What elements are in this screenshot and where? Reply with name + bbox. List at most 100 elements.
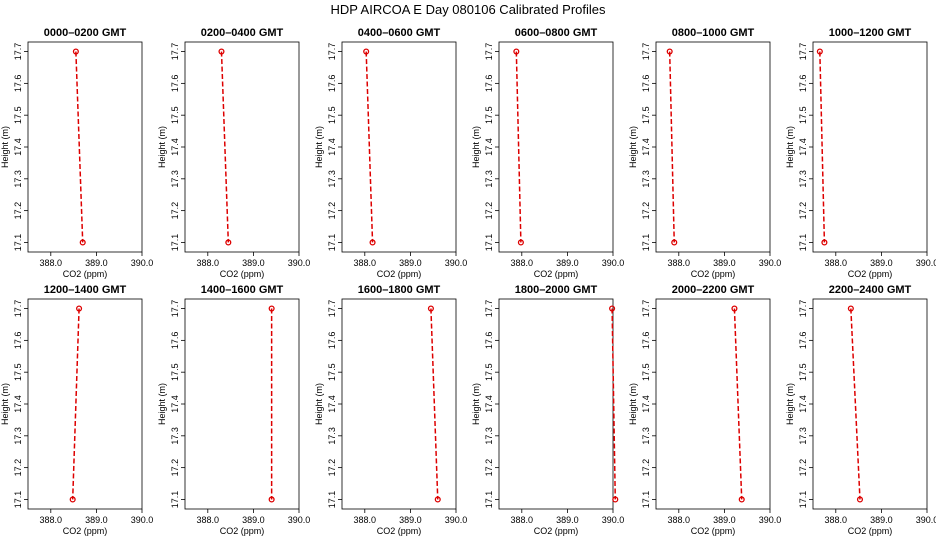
y-tick-label: 17.5 [327,106,337,124]
y-axis-label: Height (m) [314,383,324,425]
y-axis-label: Height (m) [785,126,795,168]
plot-frame [184,298,300,510]
x-axis-label: CO2 (ppm) [848,269,893,279]
x-tick-label: 390.0 [131,258,154,268]
data-point [427,305,434,312]
y-tick-label: 17.6 [13,332,23,350]
x-tick-label: 388.0 [825,515,848,525]
y-tick-label: 17.7 [327,43,337,61]
x-tick-label: 389.0 [85,258,108,268]
plot-frame [184,41,300,253]
profile-panel: 2000–2200 GMT 388.0 389.0 390.0 17.1 17.2 17.3… [628,284,781,536]
x-axis-label: CO2 (ppm) [848,526,893,536]
y-tick-label: 17.1 [641,234,651,252]
panel-title: 1600–1800 GMT [358,284,441,296]
x-tick-label: 390.0 [445,515,468,525]
y-axis-label: Height (m) [0,383,10,425]
y-tick-label: 17.5 [13,106,23,124]
x-tick-label: 389.0 [85,515,108,525]
y-tick-label: 17.3 [484,427,494,445]
panel-title: 2200–2400 GMT [829,284,912,296]
y-tick-label: 17.3 [327,427,337,445]
y-tick-label: 17.4 [484,395,494,413]
x-tick-label: 390.0 [445,258,468,268]
data-point [731,305,738,312]
y-tick-label: 17.2 [641,202,651,220]
panel-title: 1800–2000 GMT [515,284,598,296]
panel-title: 2000–2200 GMT [672,284,755,296]
y-tick-label: 17.7 [641,43,651,61]
profile-panel: 1000–1200 GMT 388.0 389.0 390.0 17.1 17.2 17.3… [785,27,936,279]
y-tick-label: 17.4 [13,138,23,156]
x-axis-label: CO2 (ppm) [691,526,736,536]
plot-frame [341,41,457,253]
y-tick-label: 17.1 [641,491,651,509]
y-tick-label: 17.1 [170,234,180,252]
plot-frame [341,298,457,510]
x-tick-label: 388.0 [511,515,534,525]
profile-line [515,51,522,243]
x-axis-label: CO2 (ppm) [534,526,579,536]
profile-panel: 0800–1000 GMT 388.0 389.0 390.0 17.1 17.2 17.3… [628,27,781,279]
x-tick-label: 389.0 [556,258,579,268]
y-tick-label: 17.4 [798,138,808,156]
x-tick-label: 389.0 [242,258,265,268]
data-point [218,48,225,55]
profile-panel: 0400–0600 GMT 388.0 389.0 390.0 17.1 17.2 17.3… [314,27,467,279]
y-tick-label: 17.3 [641,170,651,188]
y-axis-label: Height (m) [628,126,638,168]
profile-line [220,51,230,243]
y-tick-label: 17.7 [170,43,180,61]
panel-title: 1000–1200 GMT [829,27,912,39]
y-tick-label: 17.7 [798,300,808,318]
y-tick-label: 17.1 [327,234,337,252]
plot-frame [812,41,928,253]
data-point [268,305,275,312]
y-tick-label: 17.2 [798,202,808,220]
x-tick-label: 389.0 [870,515,893,525]
plot-frame [812,298,928,510]
y-tick-label: 17.5 [327,363,337,381]
data-point [856,496,864,503]
y-tick-label: 17.5 [170,106,180,124]
y-tick-label: 17.6 [327,75,337,93]
x-axis-label: CO2 (ppm) [691,269,736,279]
y-tick-label: 17.4 [484,138,494,156]
x-tick-label: 389.0 [399,258,422,268]
profile-line [75,51,84,243]
y-tick-label: 17.5 [484,363,494,381]
y-tick-label: 17.4 [641,138,651,156]
x-tick-label: 388.0 [511,258,534,268]
data-point [76,305,83,312]
y-tick-label: 17.2 [13,202,23,220]
y-tick-label: 17.1 [13,491,23,509]
y-axis-label: Height (m) [471,383,481,425]
x-axis-label: CO2 (ppm) [534,269,579,279]
x-tick-label: 388.0 [354,515,377,525]
data-point [513,48,520,55]
data-point [517,239,524,246]
profile-line [819,51,826,243]
data-point [225,239,232,246]
y-axis-label: Height (m) [0,126,10,168]
y-tick-label: 17.6 [484,75,494,93]
profile-line [430,308,439,500]
x-tick-label: 389.0 [242,515,265,525]
y-tick-label: 17.5 [798,363,808,381]
profile-panel: 0600–0800 GMT 388.0 389.0 390.0 17.1 17.2 17.3… [471,27,624,279]
x-axis-label: CO2 (ppm) [377,269,422,279]
y-tick-label: 17.7 [170,300,180,318]
y-axis-label: Height (m) [314,126,324,168]
data-point [79,239,86,246]
x-axis-label: CO2 (ppm) [377,526,422,536]
y-axis-label: Height (m) [628,383,638,425]
profile-line [611,308,617,500]
y-tick-label: 17.3 [327,170,337,188]
x-tick-label: 389.0 [713,258,736,268]
y-tick-label: 17.5 [170,363,180,381]
y-tick-label: 17.7 [327,300,337,318]
profile-line [850,308,861,500]
x-tick-label: 390.0 [131,515,154,525]
y-tick-label: 17.3 [170,427,180,445]
